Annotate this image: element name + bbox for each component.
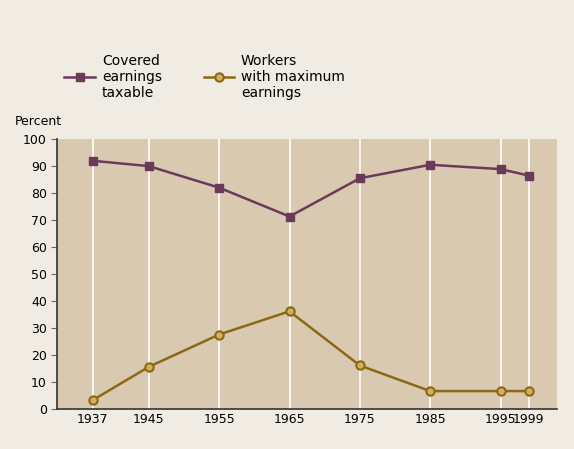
Text: Percent: Percent bbox=[15, 115, 62, 128]
Legend: Covered
earnings
taxable, Workers
with maximum
earnings: Covered earnings taxable, Workers with m… bbox=[64, 53, 345, 100]
